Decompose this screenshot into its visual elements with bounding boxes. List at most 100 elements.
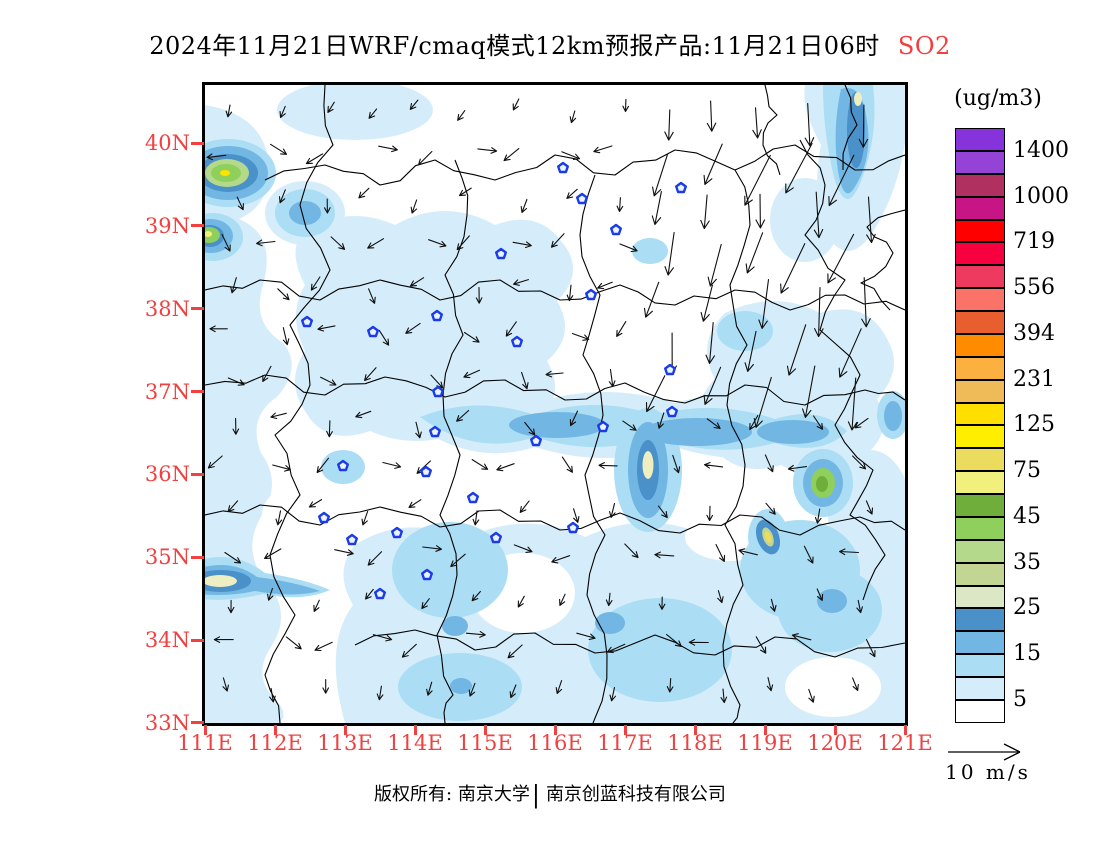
legend-color-cell xyxy=(955,219,1005,243)
wind-arrow xyxy=(786,324,807,376)
legend-level-label: 125 xyxy=(1013,412,1055,438)
wind-arrow xyxy=(320,376,337,386)
wind-arrow xyxy=(456,409,470,422)
footer-right: 南京创蓝科技有限公司 xyxy=(545,784,726,805)
wind-arrow xyxy=(232,417,240,435)
wind-arrow xyxy=(622,420,637,431)
wind-arrow xyxy=(428,239,447,248)
legend-level-label: 394 xyxy=(1013,320,1055,346)
wind-arrow xyxy=(744,330,757,372)
wind-arrow xyxy=(569,110,577,124)
lon-tick xyxy=(833,725,837,735)
city-marker-icon xyxy=(490,531,502,544)
lat-label: 34N xyxy=(144,628,190,653)
city-marker-icon xyxy=(428,425,442,438)
wind-arrow xyxy=(269,143,288,155)
city-marker-icon xyxy=(366,325,380,338)
wind-arrow xyxy=(780,243,806,294)
legend-color-cell xyxy=(955,379,1005,403)
city-marker-icon xyxy=(431,385,445,398)
city-marker-icon xyxy=(495,247,507,260)
wind-arrow xyxy=(861,277,871,328)
wind-arrow xyxy=(503,148,520,162)
wind-arrow xyxy=(651,190,662,226)
lon-label: 121E xyxy=(877,731,933,755)
wind-arrow xyxy=(278,189,286,204)
wind-arrow xyxy=(745,232,764,274)
wind-arrow xyxy=(738,548,758,556)
legend-level-label: 75 xyxy=(1013,458,1041,484)
city-marker-icon xyxy=(345,533,359,546)
wind-arrow xyxy=(573,508,580,523)
legend-color-cell xyxy=(955,265,1005,289)
lat-tick xyxy=(191,555,204,559)
wind-arrow xyxy=(282,327,290,346)
wind-arrow xyxy=(524,421,536,436)
wind-arrow xyxy=(852,677,859,692)
city-marker-icon xyxy=(610,223,622,236)
wind-arrow xyxy=(814,508,822,524)
copyright-footer: 版权所有: 南京大学| 南京创蓝科技有限公司 xyxy=(0,780,1100,809)
lat-label: 39N xyxy=(144,213,190,238)
wind-arrow xyxy=(310,276,321,291)
boundary-line xyxy=(436,159,469,723)
wind-arrow xyxy=(657,505,668,519)
wind-arrow xyxy=(605,592,613,607)
legend-level-label: 45 xyxy=(1013,503,1041,529)
legend-color-cell xyxy=(955,677,1005,700)
wind-arrow xyxy=(814,286,824,338)
wind-arrow xyxy=(221,233,231,252)
legend-color-cell xyxy=(955,311,1005,334)
lon-tick xyxy=(413,725,417,735)
wind-arrow xyxy=(472,510,480,526)
wind-arrow xyxy=(421,598,430,610)
wind-arrow xyxy=(277,288,290,301)
legend-color-cell xyxy=(955,196,1005,220)
wind-arrow xyxy=(808,688,815,703)
wind-arrow xyxy=(513,544,533,553)
lon-tick xyxy=(693,725,697,735)
city-marker-icon xyxy=(317,511,331,524)
wind-arrow xyxy=(507,644,523,659)
wind-arrow xyxy=(206,153,227,161)
wind-arrow xyxy=(666,677,674,693)
wind-arrow xyxy=(606,643,626,654)
wind-arrow xyxy=(658,596,666,610)
city-marker-icon xyxy=(585,288,597,301)
wind-arrow xyxy=(744,154,771,206)
city-marker-icon xyxy=(567,521,579,534)
wind-arrow xyxy=(865,500,874,515)
legend-color-cell xyxy=(955,631,1005,655)
wind-arrow xyxy=(700,194,710,230)
wind-arrow xyxy=(569,410,579,427)
legend-color-cell xyxy=(955,471,1005,495)
wind-arrow xyxy=(619,243,638,253)
wind-arrow xyxy=(866,196,876,244)
wind-arrow xyxy=(355,410,372,419)
lat-label: 40N xyxy=(144,131,190,155)
wind-arrow xyxy=(643,281,660,318)
wind-arrow xyxy=(308,499,323,508)
legend-color-cell xyxy=(955,516,1005,540)
legend-level-label: 5 xyxy=(1013,687,1027,712)
wind-arrow xyxy=(865,639,876,658)
city-marker-icon xyxy=(664,363,676,376)
city-marker-icon xyxy=(467,491,479,504)
city-marker-icon xyxy=(336,459,350,472)
legend-color-cell xyxy=(955,425,1005,449)
wind-arrow xyxy=(465,631,486,638)
legend-level-label: 719 xyxy=(1013,229,1055,255)
wind-arrow xyxy=(475,286,483,304)
legend-level-label: 35 xyxy=(1013,549,1041,575)
wind-arrow xyxy=(382,461,402,469)
legend-level-label: 15 xyxy=(1013,641,1041,667)
wind-arrow xyxy=(415,421,422,439)
wind-arrow xyxy=(791,633,812,641)
wind-arrow xyxy=(856,599,863,614)
lon-tick xyxy=(343,725,347,735)
wind-arrow xyxy=(550,233,565,248)
wind-arrow xyxy=(804,103,815,147)
wind-arrow xyxy=(361,510,369,526)
wind-arrow xyxy=(828,154,855,207)
wind-arrow xyxy=(847,377,858,431)
